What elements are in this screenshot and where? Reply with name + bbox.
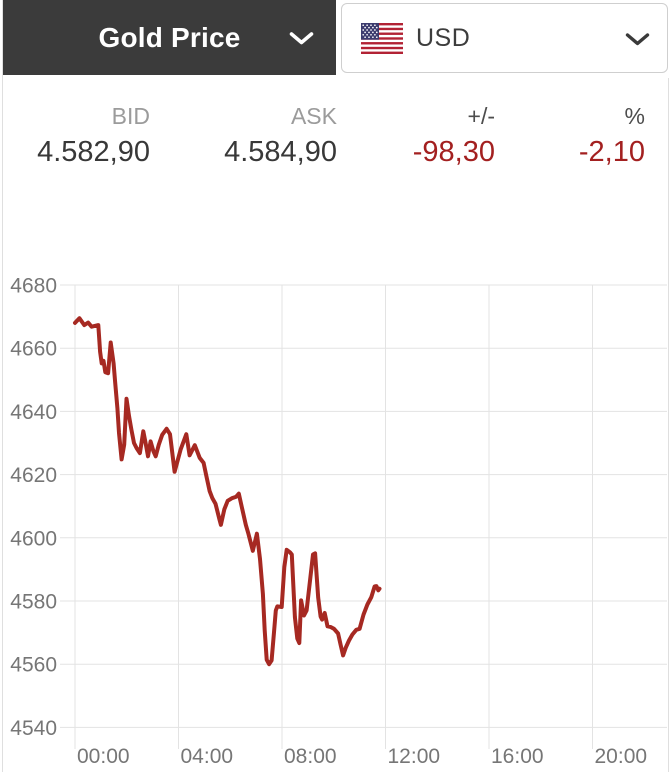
change-column: +/- -98,30 <box>337 101 495 170</box>
bid-column: BID 4.582,90 <box>0 101 150 170</box>
svg-text:4540: 4540 <box>10 717 57 740</box>
svg-text:4580: 4580 <box>10 591 57 614</box>
change-label: +/- <box>467 103 495 129</box>
bid-label: BID <box>111 103 150 129</box>
currency-code-label: USD <box>416 23 471 52</box>
svg-text:04:00: 04:00 <box>181 745 234 768</box>
price-chart-svg: 4680 4660 4640 4620 4600 4580 4560 4540 00:00 04:… <box>10 275 667 768</box>
percent-column: % -2,10 <box>495 101 645 170</box>
percent-value: -2,10 <box>578 136 645 168</box>
ask-column: ASK 4.584,90 <box>150 101 337 170</box>
svg-text:4600: 4600 <box>10 527 57 550</box>
svg-text:4680: 4680 <box>10 275 57 298</box>
svg-text:12:00: 12:00 <box>388 745 441 768</box>
instrument-label: Gold Price <box>98 21 241 53</box>
ask-value: 4.584,90 <box>224 136 337 168</box>
svg-text:20:00: 20:00 <box>595 745 648 768</box>
percent-label: % <box>624 103 645 129</box>
bid-value: 4.582,90 <box>37 136 150 168</box>
svg-text:4660: 4660 <box>10 338 57 361</box>
widget-left-border <box>2 0 3 772</box>
us-flag-icon <box>361 22 403 54</box>
instrument-selector[interactable]: Gold Price <box>3 0 336 75</box>
change-value: -98,30 <box>412 136 495 168</box>
ask-label: ASK <box>290 103 337 129</box>
svg-text:08:00: 08:00 <box>284 745 337 768</box>
svg-text:16:00: 16:00 <box>491 745 544 768</box>
svg-text:4640: 4640 <box>10 401 57 424</box>
price-chart: 4680 4660 4640 4620 4600 4580 4560 4540 00:00 04:… <box>0 252 672 772</box>
svg-text:4620: 4620 <box>10 464 57 487</box>
svg-text:00:00: 00:00 <box>77 745 130 768</box>
currency-selector[interactable]: USD <box>341 3 668 73</box>
widget-right-border <box>668 78 669 772</box>
chevron-down-icon <box>625 33 650 46</box>
chevron-down-icon <box>289 32 314 45</box>
svg-text:4560: 4560 <box>10 654 57 677</box>
quote-panel: BID 4.582,90 ASK 4.584,90 +/- -98,30 % -… <box>0 101 645 170</box>
